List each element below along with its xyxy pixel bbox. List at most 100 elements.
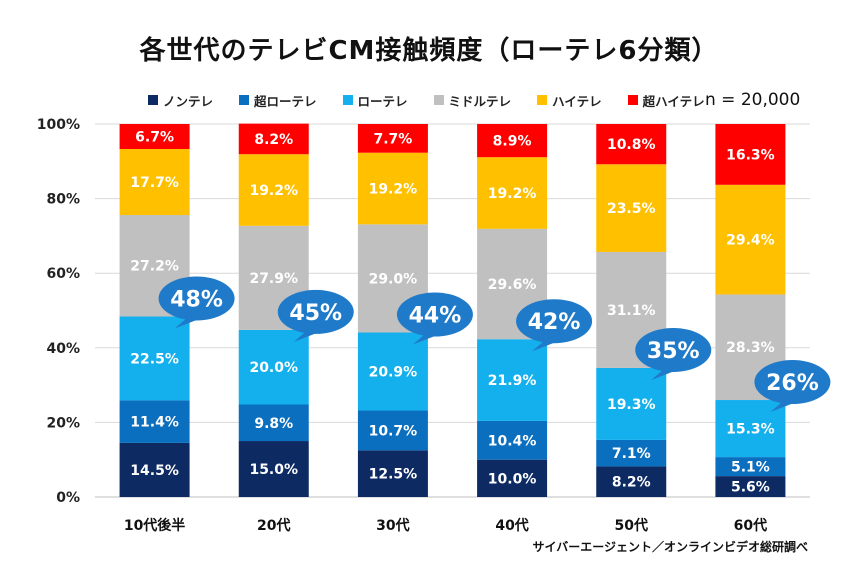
y-tick-label: 40% bbox=[46, 341, 80, 357]
callout-label: 26% bbox=[766, 371, 819, 396]
legend-label: 超ローテレ bbox=[254, 93, 317, 109]
bar-segment bbox=[477, 459, 548, 497]
bar-segment bbox=[715, 184, 786, 295]
data-label: 15.3% bbox=[726, 422, 775, 438]
y-tick-label: 80% bbox=[46, 192, 80, 208]
x-tick-label: 50代 bbox=[615, 517, 648, 534]
bar-segment bbox=[119, 400, 190, 443]
data-label: 10.7% bbox=[369, 423, 418, 439]
legend-label: ミドルテレ bbox=[448, 93, 512, 109]
data-label: 27.9% bbox=[249, 271, 298, 287]
bar-segment bbox=[715, 457, 786, 477]
source-note: サイバーエージェント／オンラインビデオ総研調べ bbox=[532, 540, 808, 554]
callout-ellipse bbox=[277, 289, 354, 334]
data-label: 14.5% bbox=[130, 463, 179, 479]
legend-item: 超ローテレ bbox=[239, 91, 317, 109]
data-label: 5.1% bbox=[731, 460, 770, 476]
data-label: 22.5% bbox=[130, 351, 179, 367]
data-label: 17.7% bbox=[130, 175, 179, 191]
callout-label: 35% bbox=[647, 339, 700, 364]
x-tick-label: 10代後半 bbox=[124, 517, 185, 534]
bar-segment bbox=[357, 410, 428, 451]
data-label: 19.3% bbox=[607, 397, 656, 413]
data-label: 27.2% bbox=[130, 259, 179, 275]
bar-segment bbox=[715, 124, 786, 185]
callout-bubble: 26% bbox=[754, 360, 831, 413]
data-label: 16.3% bbox=[726, 147, 775, 163]
bar-segment bbox=[596, 367, 667, 440]
bar-segment bbox=[596, 124, 667, 165]
data-label: 8.2% bbox=[612, 475, 651, 491]
legend-label: ハイテレ bbox=[552, 93, 602, 109]
bar-segment bbox=[596, 439, 667, 467]
legend-label: ローテレ bbox=[357, 93, 408, 109]
bar-segment bbox=[357, 450, 428, 497]
bar-segment bbox=[119, 316, 190, 401]
data-label: 9.8% bbox=[254, 416, 293, 432]
bar-segment bbox=[477, 420, 548, 460]
bar-segment bbox=[477, 124, 548, 158]
legend-item: ハイテレ bbox=[537, 91, 602, 109]
callout-bubble: 48% bbox=[158, 276, 235, 329]
data-label: 7.7% bbox=[374, 131, 413, 147]
y-tick-label: 0% bbox=[56, 490, 80, 506]
data-label: 10.0% bbox=[488, 471, 537, 487]
callout-bubble: 44% bbox=[396, 292, 473, 345]
data-label: 28.3% bbox=[726, 340, 775, 356]
data-label: 12.5% bbox=[369, 467, 418, 483]
callout-label: 45% bbox=[289, 301, 342, 326]
callout-bubble: 42% bbox=[516, 299, 593, 352]
bar-segment bbox=[119, 442, 190, 497]
callout-ellipse bbox=[516, 299, 593, 344]
data-label: 5.6% bbox=[731, 480, 770, 496]
bar-segment bbox=[596, 164, 667, 252]
legend-swatch bbox=[627, 95, 638, 105]
data-label: 10.4% bbox=[488, 433, 537, 449]
data-label: 11.4% bbox=[130, 415, 179, 431]
callout-ellipse bbox=[754, 360, 831, 405]
data-label: 8.9% bbox=[493, 134, 532, 150]
callout-ellipse bbox=[158, 276, 235, 321]
callout-ellipse bbox=[635, 327, 712, 372]
data-label: 19.2% bbox=[369, 182, 418, 198]
bar-segment bbox=[357, 152, 428, 225]
callout-ellipse bbox=[396, 292, 473, 337]
legend-swatch bbox=[342, 95, 353, 105]
data-label: 8.2% bbox=[254, 132, 293, 148]
legend-swatch bbox=[148, 95, 158, 105]
x-tick-label: 20代 bbox=[257, 517, 290, 534]
bar-segment bbox=[238, 329, 309, 405]
bar-segment bbox=[357, 332, 428, 411]
bar-segment bbox=[596, 466, 667, 497]
data-label: 29.0% bbox=[369, 271, 418, 287]
bar-segment bbox=[715, 476, 786, 497]
data-label: 19.2% bbox=[488, 186, 537, 202]
bar-segment bbox=[238, 154, 309, 226]
data-label: 21.9% bbox=[488, 373, 537, 389]
chart-title: 各世代のテレビCM接触頻度（ローテレ6分類） bbox=[139, 36, 719, 66]
data-label: 29.6% bbox=[488, 277, 537, 293]
bar-segment bbox=[477, 339, 548, 421]
legend-label: 超ハイテレ bbox=[642, 93, 705, 109]
data-label: 6.7% bbox=[135, 129, 174, 145]
callout-label: 44% bbox=[409, 304, 462, 329]
bar-segment bbox=[119, 124, 190, 149]
data-label: 15.0% bbox=[249, 462, 298, 478]
legend-item: ミドルテレ bbox=[433, 91, 512, 109]
x-tick-label: 60代 bbox=[734, 517, 767, 534]
legend-swatch bbox=[537, 95, 548, 105]
legend: ノンテレ 超ローテレ ローテレ ミドルテレ ハイテレ 超ハイテレ bbox=[148, 91, 705, 109]
bar-segment bbox=[477, 157, 548, 229]
legend-item: ローテレ bbox=[342, 91, 408, 109]
sample-size-label: n = 20,000 bbox=[705, 90, 801, 110]
callout-label: 48% bbox=[170, 287, 223, 312]
callout-bubble: 45% bbox=[277, 289, 354, 342]
bar-segment bbox=[238, 123, 309, 155]
legend-swatch bbox=[433, 95, 444, 105]
x-tick-label: 30代 bbox=[376, 517, 409, 534]
data-label: 7.1% bbox=[612, 446, 651, 462]
y-tick-label: 100% bbox=[37, 117, 80, 133]
data-label: 20.0% bbox=[249, 360, 298, 376]
bar-segment bbox=[238, 404, 309, 442]
